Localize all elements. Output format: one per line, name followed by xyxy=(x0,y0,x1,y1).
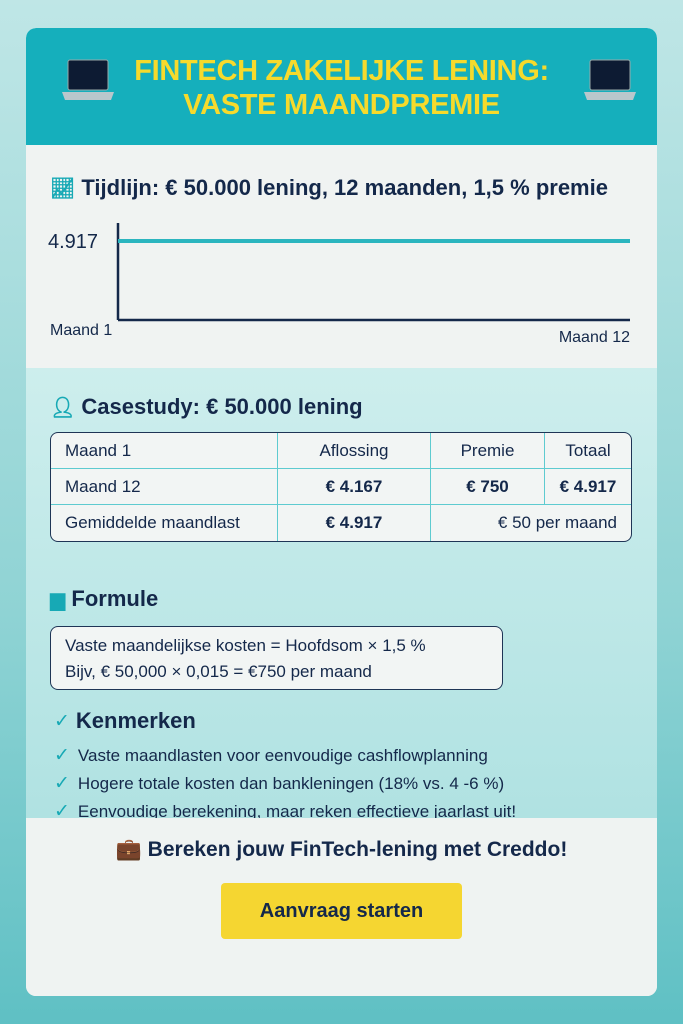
title-line-1: FINTECH ZAKELIJKE LENING: xyxy=(134,55,549,87)
cta-heading: 💼 Bereken jouw FinTech-lening met Creddo… xyxy=(26,838,657,862)
check-icon: ✓ xyxy=(54,801,70,822)
chart-icon: 📈︎ xyxy=(50,177,76,200)
kenmerken-title: Kenmerken xyxy=(75,708,196,733)
table-cell: Gemiddelde maandlast xyxy=(51,505,278,541)
formula-icon: ▆ xyxy=(50,588,66,611)
x-tick-label: Maand 12 xyxy=(559,329,630,346)
cta-text: Bereken jouw FinTech-lening met Creddo! xyxy=(147,838,568,861)
formula-example: Bijv, € 50,000 × 0,015 = €750 per maand xyxy=(65,662,372,681)
formule-title: Formule xyxy=(71,586,159,611)
header: FINTECH ZAKELIJKE LENING: VASTE MAANDPRE… xyxy=(26,28,657,145)
formule-heading: ▆ Formule xyxy=(50,586,158,612)
laptop-icon xyxy=(62,59,114,100)
start-application-button[interactable]: Aanvraag starten xyxy=(221,883,462,939)
kenmerken-heading: ✓ Kenmerken xyxy=(54,708,196,734)
timeline-section: 📈︎ Tijdlijn: € 50.000 lening, 12 maanden… xyxy=(26,145,657,368)
title-line-2: VASTE MAANDPREMIE xyxy=(183,89,500,121)
table-cell: Totaal xyxy=(545,433,631,469)
check-icon: ✓ xyxy=(54,745,70,766)
kenmerken-list: ✓ Vaste maandlasten voor eenvoudige cashf… xyxy=(54,742,516,826)
table-cell: € 4.167 xyxy=(278,469,431,505)
x-tick-label: Maand 1 xyxy=(50,322,112,339)
casestudy-table: Maand 1 Aflossing Premie Totaal Maand 12… xyxy=(50,432,632,542)
table-cell: Premie xyxy=(431,433,545,469)
table-cell: € 50 per maand xyxy=(497,513,617,532)
table-row: Gemiddelde maandlast € 4.917 € 50 per ma… xyxy=(51,505,631,541)
timeline-chart: 4.917 Maand 1 Maand 12 xyxy=(48,223,630,346)
y-tick-label: 4.917 xyxy=(48,231,98,253)
details-section: 👤︎ Casestudy: € 50.000 lening Maand 1 Af… xyxy=(26,368,657,822)
list-item: ✓ Eenvoudige berekening, maar reken effec… xyxy=(54,798,516,826)
check-icon: ✓ xyxy=(54,773,70,794)
timeline-heading: 📈︎ Tijdlijn: € 50.000 lening, 12 maanden… xyxy=(50,175,608,201)
table-cell: Maand 1 xyxy=(51,433,278,469)
timeline-title: Tijdlijn: € 50.000 lening, 12 maanden, 1… xyxy=(81,175,608,200)
table-cell: € 4.917 xyxy=(278,505,431,541)
page-title: FINTECH ZAKELIJKE LENING: VASTE MAANDPRE… xyxy=(26,54,657,122)
table-cell: € 4.917 xyxy=(545,469,631,505)
person-icon: 👤︎ xyxy=(50,396,76,419)
check-icon: ✓ xyxy=(54,710,70,732)
formula-line: Vaste maandelijkse kosten = Hoofdsom × 1… xyxy=(65,636,426,655)
table-row: Maand 1 Aflossing Premie Totaal xyxy=(51,433,631,469)
infographic-card: FINTECH ZAKELIJKE LENING: VASTE MAANDPRE… xyxy=(26,28,657,996)
list-item-text: Eenvoudige berekening, maar reken effect… xyxy=(77,802,517,821)
casestudy-title: Casestudy: € 50.000 lening xyxy=(81,394,363,419)
table-cell: Aflossing xyxy=(278,433,431,469)
briefcase-icon: 💼 xyxy=(115,838,142,861)
cta-section: 💼 Bereken jouw FinTech-lening met Creddo… xyxy=(26,818,657,996)
list-item: ✓ Vaste maandlasten voor eenvoudige cashf… xyxy=(54,742,516,770)
casestudy-heading: 👤︎ Casestudy: € 50.000 lening xyxy=(50,394,363,420)
list-item-text: Vaste maandlasten voor eenvoudige cashfl… xyxy=(77,746,488,765)
table-row: Maand 12 € 4.167 € 750 € 4.917 xyxy=(51,469,631,505)
formula-box: Vaste maandelijkse kosten = Hoofdsom × 1… xyxy=(50,626,503,690)
table-cell: Maand 12 xyxy=(51,469,278,505)
table-cell: € 750 xyxy=(431,469,545,505)
list-item: ✓ Hogere totale kosten dan bankleningen (… xyxy=(54,770,516,798)
list-item-text: Hogere totale kosten dan bankleningen (1… xyxy=(77,774,505,793)
laptop-icon xyxy=(584,59,636,100)
